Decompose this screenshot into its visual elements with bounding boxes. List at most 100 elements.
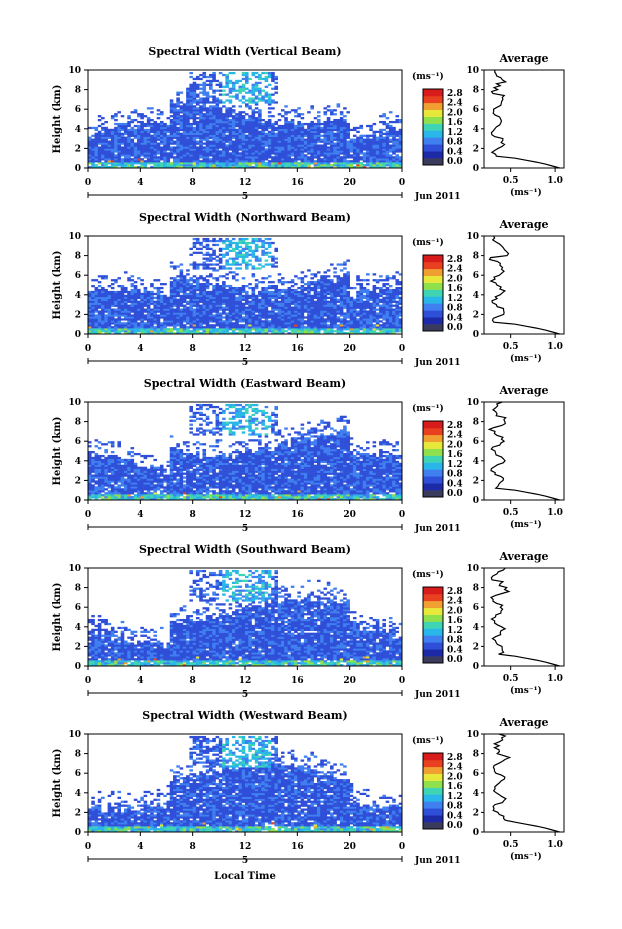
heatmap-cell (271, 318, 275, 321)
heatmap-cell (251, 124, 256, 128)
heatmap-cell (326, 283, 331, 286)
heatmap-cell (349, 286, 354, 290)
heatmap-cell (320, 128, 324, 132)
heatmap-cell (110, 128, 115, 132)
heatmap-cell (107, 144, 112, 147)
heatmap-cell (267, 130, 272, 134)
heatmap-cell (91, 304, 95, 307)
heatmap-cell (212, 132, 216, 135)
heatmap-cell (202, 146, 207, 149)
heatmap-cell (192, 312, 197, 315)
heatmap-cell (333, 152, 337, 155)
heatmap-cell (153, 328, 157, 331)
heatmap-cell (274, 286, 279, 290)
heatmap-cell (359, 326, 364, 329)
heatmap-cell (287, 320, 292, 323)
heatmap-cell (153, 138, 157, 141)
heatmap-cell (140, 326, 144, 329)
heatmap-cell (362, 138, 367, 141)
heatmap-cell (104, 148, 108, 151)
heatmap-cell (238, 105, 243, 108)
heatmap-cell (254, 306, 259, 309)
heatmap-cell (352, 314, 357, 317)
heatmap-cell (349, 328, 354, 331)
heatmap-cell (320, 285, 324, 288)
heatmap-cell (130, 306, 135, 309)
heatmap-cell (290, 310, 295, 313)
heatmap-cell (186, 124, 190, 128)
heatmap-cell (143, 164, 148, 167)
heatmap-cell (235, 255, 239, 258)
heatmap-cell (231, 81, 236, 85)
heatmap-cell (186, 152, 190, 155)
heatmap-cell (169, 166, 174, 169)
heatmap-cell (202, 75, 207, 79)
heatmap-cell (133, 109, 138, 112)
heatmap-cell (209, 152, 213, 155)
heatmap-cell (231, 326, 236, 329)
heatmap-cell (339, 290, 344, 294)
heatmap-cell (258, 300, 262, 303)
heatmap-cell (127, 324, 131, 327)
heatmap-cell (209, 267, 213, 270)
heatmap-cell (261, 136, 265, 139)
heatmap-cell (333, 306, 337, 309)
heatmap-cell (313, 312, 318, 315)
heatmap-cell (186, 316, 190, 319)
heatmap-cell (195, 247, 200, 251)
heatmap-cell (182, 296, 187, 300)
heatmap-cell (156, 316, 161, 319)
heatmap-cell (379, 148, 383, 151)
heatmap-cell (192, 128, 197, 132)
heatmap-cell (127, 142, 131, 145)
heatmap-cell (277, 290, 282, 294)
heatmap-cell (267, 93, 272, 96)
heatmap-cell (284, 294, 288, 298)
heatmap-cell (130, 158, 135, 161)
heatmap-cell (222, 320, 226, 323)
heatmap-cell (156, 138, 161, 141)
heatmap-cell (261, 320, 265, 323)
heatmap-cell (130, 290, 135, 294)
heatmap-cell (372, 154, 377, 157)
heatmap-cell (192, 117, 197, 120)
heatmap-cell (199, 138, 203, 141)
heatmap-cell (287, 304, 292, 307)
heatmap-cell (225, 316, 229, 319)
heatmap-cell (310, 107, 314, 110)
heatmap-cell (372, 158, 377, 161)
heatmap-cell (359, 324, 364, 327)
heatmap-cell (159, 324, 164, 327)
heatmap-cell (192, 85, 197, 88)
heatmap-cell (280, 166, 285, 169)
heatmap-cell (215, 136, 220, 139)
heatmap-cell (382, 150, 386, 153)
heatmap-cell (235, 93, 239, 96)
heatmap-cell (352, 156, 357, 159)
heatmap-cell (97, 310, 102, 313)
heatmap-cell (222, 144, 226, 147)
heatmap-cell (101, 126, 105, 130)
heatmap-cell (186, 269, 190, 272)
heatmap-cell (339, 158, 344, 161)
heatmap-cell (264, 251, 269, 254)
heatmap-cell (261, 134, 265, 137)
heatmap-cell (251, 117, 256, 120)
heatmap-cell (284, 124, 288, 128)
heatmap-cell (120, 302, 125, 305)
heatmap-cell (101, 330, 105, 333)
heatmap-cell (245, 247, 249, 251)
heatmap-cell (366, 158, 370, 161)
heatmap-cell (310, 140, 314, 143)
heatmap-cell (254, 97, 259, 100)
heatmap-cell (339, 111, 344, 114)
heatmap-cell (218, 117, 223, 120)
heatmap-cell (235, 296, 239, 300)
heatmap-cell (199, 326, 203, 329)
heatmap-cell (303, 148, 308, 151)
heatmap-cell (205, 154, 210, 157)
heatmap-cell (209, 294, 213, 298)
heatmap-cell (205, 316, 210, 319)
heatmap-cell (336, 306, 341, 309)
heatmap-cell (310, 146, 314, 149)
